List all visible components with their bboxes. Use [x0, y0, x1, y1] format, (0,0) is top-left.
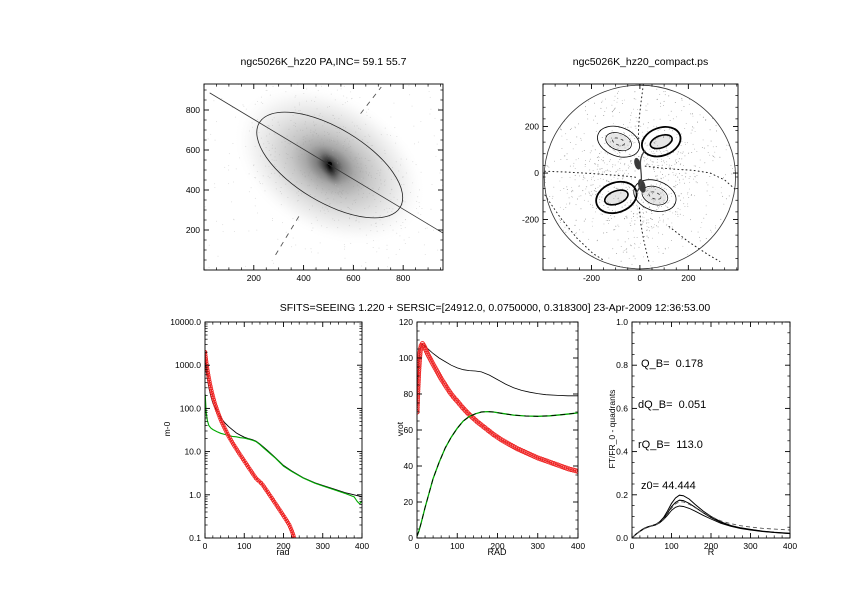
- svg-text:0: 0: [415, 541, 420, 551]
- svg-text:100: 100: [399, 353, 413, 363]
- svg-text:200: 200: [704, 541, 718, 551]
- rotation-xaxis-label: RAD: [487, 547, 507, 557]
- quadrants-xaxis-label: R: [707, 547, 715, 557]
- contour-plot-title: ngc5026K_hz20_compact.ps: [572, 56, 709, 68]
- svg-text:40: 40: [404, 461, 414, 471]
- svg-text:600: 600: [346, 273, 360, 283]
- profile-xaxis-label: rad: [276, 547, 290, 557]
- svg-text:60: 60: [404, 425, 414, 435]
- svg-text:0.1: 0.1: [189, 533, 201, 543]
- svg-text:0: 0: [630, 541, 635, 551]
- svg-text:0: 0: [638, 273, 643, 283]
- svg-text:0: 0: [408, 533, 413, 543]
- svg-text:-200: -200: [583, 273, 600, 283]
- svg-text:1.0: 1.0: [189, 490, 201, 500]
- svg-text:400: 400: [571, 541, 585, 551]
- svg-text:300: 300: [743, 541, 757, 551]
- svg-text:100: 100: [450, 541, 464, 551]
- svg-text:200: 200: [490, 541, 504, 551]
- main-title: SFITS=SEEING 1.220 + SERSIC=[24912.0, 0.…: [279, 302, 711, 314]
- svg-text:20: 20: [404, 497, 414, 507]
- svg-text:0.2: 0.2: [616, 490, 628, 500]
- galaxy-image-plot: 200 400 600 800 200 400 600 800: [186, 83, 444, 283]
- svg-text:1.0: 1.0: [616, 317, 628, 327]
- svg-text:200: 200: [186, 225, 200, 235]
- galaxy-plot-title: ngc5026K_hz20 PA,INC= 59.1 55.7: [240, 56, 407, 68]
- contour-plot: -200 0 200 -200 0 200: [522, 83, 739, 283]
- svg-text:120: 120: [399, 317, 413, 327]
- svg-text:800: 800: [396, 273, 410, 283]
- profile-yaxis-label: m-0: [162, 421, 172, 437]
- svg-text:100: 100: [237, 541, 251, 551]
- svg-text:0.4: 0.4: [616, 447, 628, 457]
- svg-text:400: 400: [783, 541, 797, 551]
- svg-text:0: 0: [203, 541, 208, 551]
- svg-text:400: 400: [296, 273, 310, 283]
- annotation-rqb: rQ_B= 113.0: [638, 439, 703, 451]
- svg-text:100.0: 100.0: [180, 403, 202, 413]
- svg-text:0.6: 0.6: [616, 403, 628, 413]
- svg-text:1000.0: 1000.0: [175, 360, 201, 370]
- annotation-qb: Q_B= 0.178: [638, 358, 704, 370]
- svg-text:10000.0: 10000.0: [170, 317, 201, 327]
- svg-text:80: 80: [404, 389, 414, 399]
- svg-text:400: 400: [186, 185, 200, 195]
- quadrants-yaxis-label: FT/FR_0 - quadrants: [607, 389, 617, 469]
- svg-text:10.0: 10.0: [184, 447, 201, 457]
- profile-plot: 0 100 200 300 400 0.1 1.0 10.0 100.0 1000.0 10000.…: [170, 317, 369, 551]
- rotation-plot: 0 100 200 300 400 0 20 40 60 80 100 120: [399, 317, 586, 551]
- svg-text:300: 300: [531, 541, 545, 551]
- rotation-yaxis-label: vrot: [395, 421, 405, 437]
- annotation-z0: z0= 44.444: [638, 479, 696, 492]
- svg-text:0.8: 0.8: [616, 360, 628, 370]
- svg-text:0.0: 0.0: [616, 533, 628, 543]
- svg-text:0: 0: [534, 168, 539, 178]
- svg-text:-200: -200: [522, 215, 539, 225]
- svg-text:200: 200: [276, 541, 290, 551]
- svg-text:800: 800: [186, 105, 200, 115]
- annotation-dqb: dQ_B= 0.051: [638, 398, 707, 411]
- svg-text:200: 200: [247, 273, 261, 283]
- svg-text:200: 200: [525, 122, 539, 132]
- svg-text:400: 400: [355, 541, 369, 551]
- fit-parameters-annotation: Q_B= 0.178 dQ_B= 0.051 rQ_B= 113.0 z0= 4…: [638, 331, 706, 520]
- svg-text:600: 600: [186, 145, 200, 155]
- svg-text:300: 300: [316, 541, 330, 551]
- quadrants-plot: 0 100 200 300 400 0.0 0.2 0.4 0.6 0.8 1.0: [616, 317, 797, 551]
- svg-text:200: 200: [681, 273, 695, 283]
- svg-text:100: 100: [664, 541, 678, 551]
